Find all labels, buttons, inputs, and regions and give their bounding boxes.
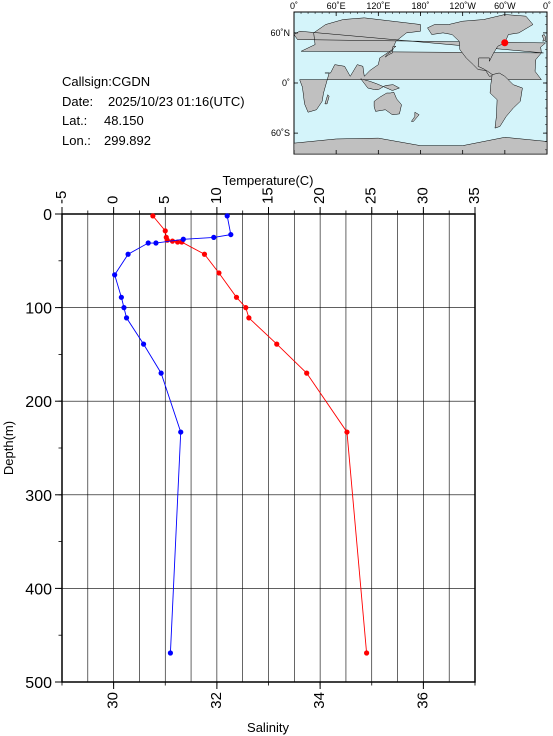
- top-tick-label: 30: [414, 187, 431, 204]
- salinity-point: [145, 240, 151, 246]
- salinity-point: [167, 650, 174, 656]
- lon-row: Lon.: 299.892: [62, 131, 245, 151]
- top-tick-label: 15: [259, 187, 276, 204]
- callsign-value: CGDN: [111, 74, 151, 89]
- lon-label: Lon.:: [62, 132, 91, 148]
- salinity-point: [180, 236, 186, 242]
- land-shape: [360, 78, 401, 91]
- lat-row: Lat.: 48.150: [62, 111, 245, 131]
- map-lat-tick-label: 60˚N: [270, 28, 290, 38]
- y-axis-title: Depth(m): [1, 421, 16, 475]
- grid: [61, 213, 476, 683]
- salinity-point: [112, 272, 118, 278]
- map-lon-tick-label: 0˚: [543, 1, 551, 11]
- salinity-point: [118, 294, 124, 300]
- temperature-point: [175, 239, 181, 245]
- land-shape: [373, 91, 402, 116]
- world-map: 0˚ 60˚E 120˚E 180˚ 120˚W 60˚W 0˚ 60˚N 0˚ 60˚S: [270, 1, 551, 155]
- top-tick-label: 25: [363, 187, 380, 204]
- map-ticks: 0˚ 60˚E 120˚E 180˚ 120˚W 60˚W 0˚ 60˚N 0˚ 60˚S: [270, 1, 551, 154]
- left-tick-label: 100: [25, 301, 52, 318]
- lon-value: 299.892: [104, 132, 151, 148]
- temperature-point: [201, 251, 208, 257]
- bottom-tick-label: 32: [208, 692, 225, 709]
- map-lon-tick-label: 60˚E: [327, 1, 346, 11]
- map-lat-tick-label: 60˚S: [271, 128, 290, 138]
- top-tick-label: -5: [53, 191, 70, 204]
- land-shape: [427, 14, 534, 77]
- salinity-point: [153, 240, 159, 246]
- salinity-point: [125, 251, 131, 257]
- map-lat-tick-label: 0˚: [282, 78, 290, 88]
- callsign-label: Callsign:: [62, 74, 112, 89]
- map-lon-tick-label: 60˚W: [494, 1, 516, 11]
- salinity-point: [121, 305, 127, 311]
- left-tick-label: 500: [25, 675, 52, 692]
- left-tick-label: 200: [25, 394, 52, 411]
- salinity-point: [123, 315, 130, 321]
- temperature-point: [162, 228, 168, 234]
- series-layer: [112, 213, 370, 656]
- temperature-point: [150, 213, 156, 219]
- temperature-point: [304, 370, 310, 376]
- salinity-line: [114, 215, 232, 654]
- land-shape: [293, 17, 547, 113]
- map-lon-tick-label: 120˚W: [449, 1, 476, 11]
- left-tick-label: 0: [43, 207, 52, 224]
- temperature-point: [344, 429, 350, 435]
- land-shape: [324, 94, 330, 105]
- land-shape: [541, 34, 546, 42]
- salinity-point: [178, 429, 184, 435]
- top-axis-title: Temperature(C): [222, 173, 313, 188]
- salinity-point: [211, 234, 217, 240]
- top-tick-label: 35: [466, 187, 483, 204]
- temperature-point: [363, 650, 370, 656]
- temperature-point: [274, 341, 280, 347]
- bottom-axis-title: Salinity: [247, 720, 289, 735]
- bottom-tick-label: 36: [414, 692, 431, 709]
- left-tick-label: 300: [25, 488, 52, 505]
- station-marker: [501, 39, 509, 47]
- temperature-line: [152, 215, 368, 654]
- map-lon-tick-label: 0˚: [290, 1, 298, 11]
- map-lon-tick-label: 120˚E: [366, 1, 390, 11]
- bottom-tick-label: 30: [105, 692, 122, 709]
- callsign-row: Callsign:CGDN: [62, 72, 245, 92]
- lat-label: Lat.:: [62, 113, 88, 128]
- map-lon-tick-label: 180˚: [411, 1, 429, 11]
- left-tick-label: 400: [25, 581, 52, 598]
- map-land: [293, 14, 548, 155]
- temperature-point: [243, 305, 249, 311]
- salinity-point: [158, 370, 164, 376]
- top-tick-label: 20: [311, 187, 328, 204]
- station-info: Callsign:CGDN Date: 2025/10/23 01:16(UTC)…: [62, 72, 245, 150]
- top-tick-label: 10: [208, 187, 225, 204]
- date-row: Date: 2025/10/23 01:16(UTC): [62, 92, 245, 112]
- temperature-point: [216, 270, 222, 276]
- salinity-point: [228, 231, 234, 238]
- salinity-point: [140, 341, 147, 347]
- land-shape: [489, 72, 523, 129]
- lat-value: 48.150: [104, 113, 144, 128]
- temperature-point: [233, 294, 240, 300]
- top-tick-label: 5: [156, 196, 173, 204]
- top-tick-label: 0: [105, 196, 122, 204]
- salinity-point: [224, 213, 230, 219]
- bottom-tick-label: 34: [311, 692, 328, 709]
- land-shape: [410, 111, 420, 122]
- date-value: 2025/10/23 01:16(UTC): [108, 93, 245, 109]
- temperature-point: [246, 315, 252, 321]
- date-label: Date:: [62, 93, 94, 109]
- land-shape: [385, 45, 397, 58]
